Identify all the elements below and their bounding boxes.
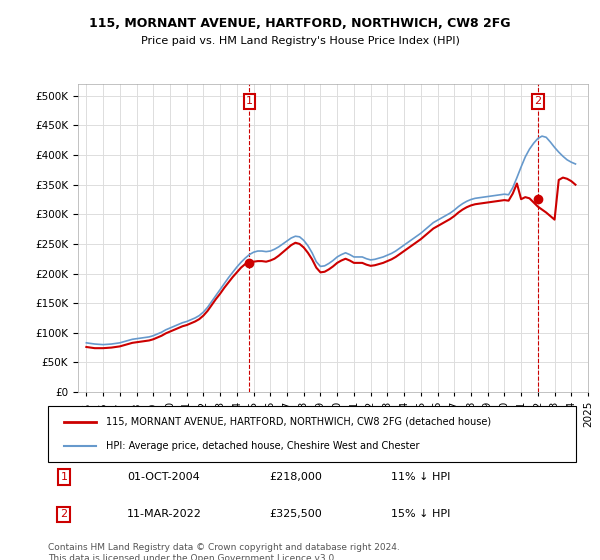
Text: Price paid vs. HM Land Registry's House Price Index (HPI): Price paid vs. HM Land Registry's House … — [140, 36, 460, 46]
Text: 2: 2 — [60, 510, 67, 520]
Text: 15% ↓ HPI: 15% ↓ HPI — [391, 510, 451, 520]
Text: 115, MORNANT AVENUE, HARTFORD, NORTHWICH, CW8 2FG (detached house): 115, MORNANT AVENUE, HARTFORD, NORTHWICH… — [106, 417, 491, 427]
Text: 2: 2 — [534, 96, 541, 106]
Text: £325,500: £325,500 — [270, 510, 323, 520]
Text: Contains HM Land Registry data © Crown copyright and database right 2024.
This d: Contains HM Land Registry data © Crown c… — [48, 543, 400, 560]
Text: 11% ↓ HPI: 11% ↓ HPI — [391, 472, 451, 482]
Text: 1: 1 — [61, 472, 67, 482]
Text: £218,000: £218,000 — [270, 472, 323, 482]
Text: 115, MORNANT AVENUE, HARTFORD, NORTHWICH, CW8 2FG: 115, MORNANT AVENUE, HARTFORD, NORTHWICH… — [89, 17, 511, 30]
FancyBboxPatch shape — [48, 406, 576, 462]
Text: 01-OCT-2004: 01-OCT-2004 — [127, 472, 200, 482]
Text: 1: 1 — [246, 96, 253, 106]
Text: HPI: Average price, detached house, Cheshire West and Chester: HPI: Average price, detached house, Ches… — [106, 441, 419, 451]
Text: 11-MAR-2022: 11-MAR-2022 — [127, 510, 202, 520]
